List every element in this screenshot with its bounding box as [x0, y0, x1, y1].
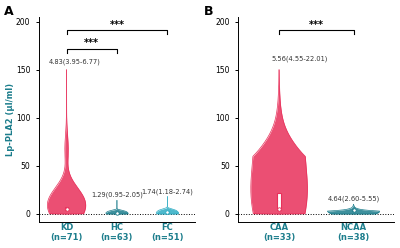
Text: ***: ***	[309, 20, 324, 30]
Bar	[65, 208, 68, 210]
Bar	[352, 209, 355, 212]
Text: 1.29(0.95-2.05): 1.29(0.95-2.05)	[91, 191, 143, 198]
Text: 4.83(3.95-6.77): 4.83(3.95-6.77)	[49, 59, 101, 65]
Text: 5.56(4.55-22.01): 5.56(4.55-22.01)	[272, 56, 328, 62]
Text: 4.64(2.60-5.55): 4.64(2.60-5.55)	[327, 196, 380, 202]
Text: ***: ***	[110, 20, 124, 30]
Y-axis label: Lp-PLA2 (μl/ml): Lp-PLA2 (μl/ml)	[6, 83, 14, 156]
Bar	[277, 193, 281, 210]
Bar	[166, 211, 169, 213]
Bar	[116, 212, 118, 213]
Text: 1.74(1.18-2.74): 1.74(1.18-2.74)	[142, 188, 193, 195]
Text: A: A	[4, 5, 14, 18]
Text: B: B	[204, 5, 213, 18]
Text: ***: ***	[84, 38, 99, 48]
